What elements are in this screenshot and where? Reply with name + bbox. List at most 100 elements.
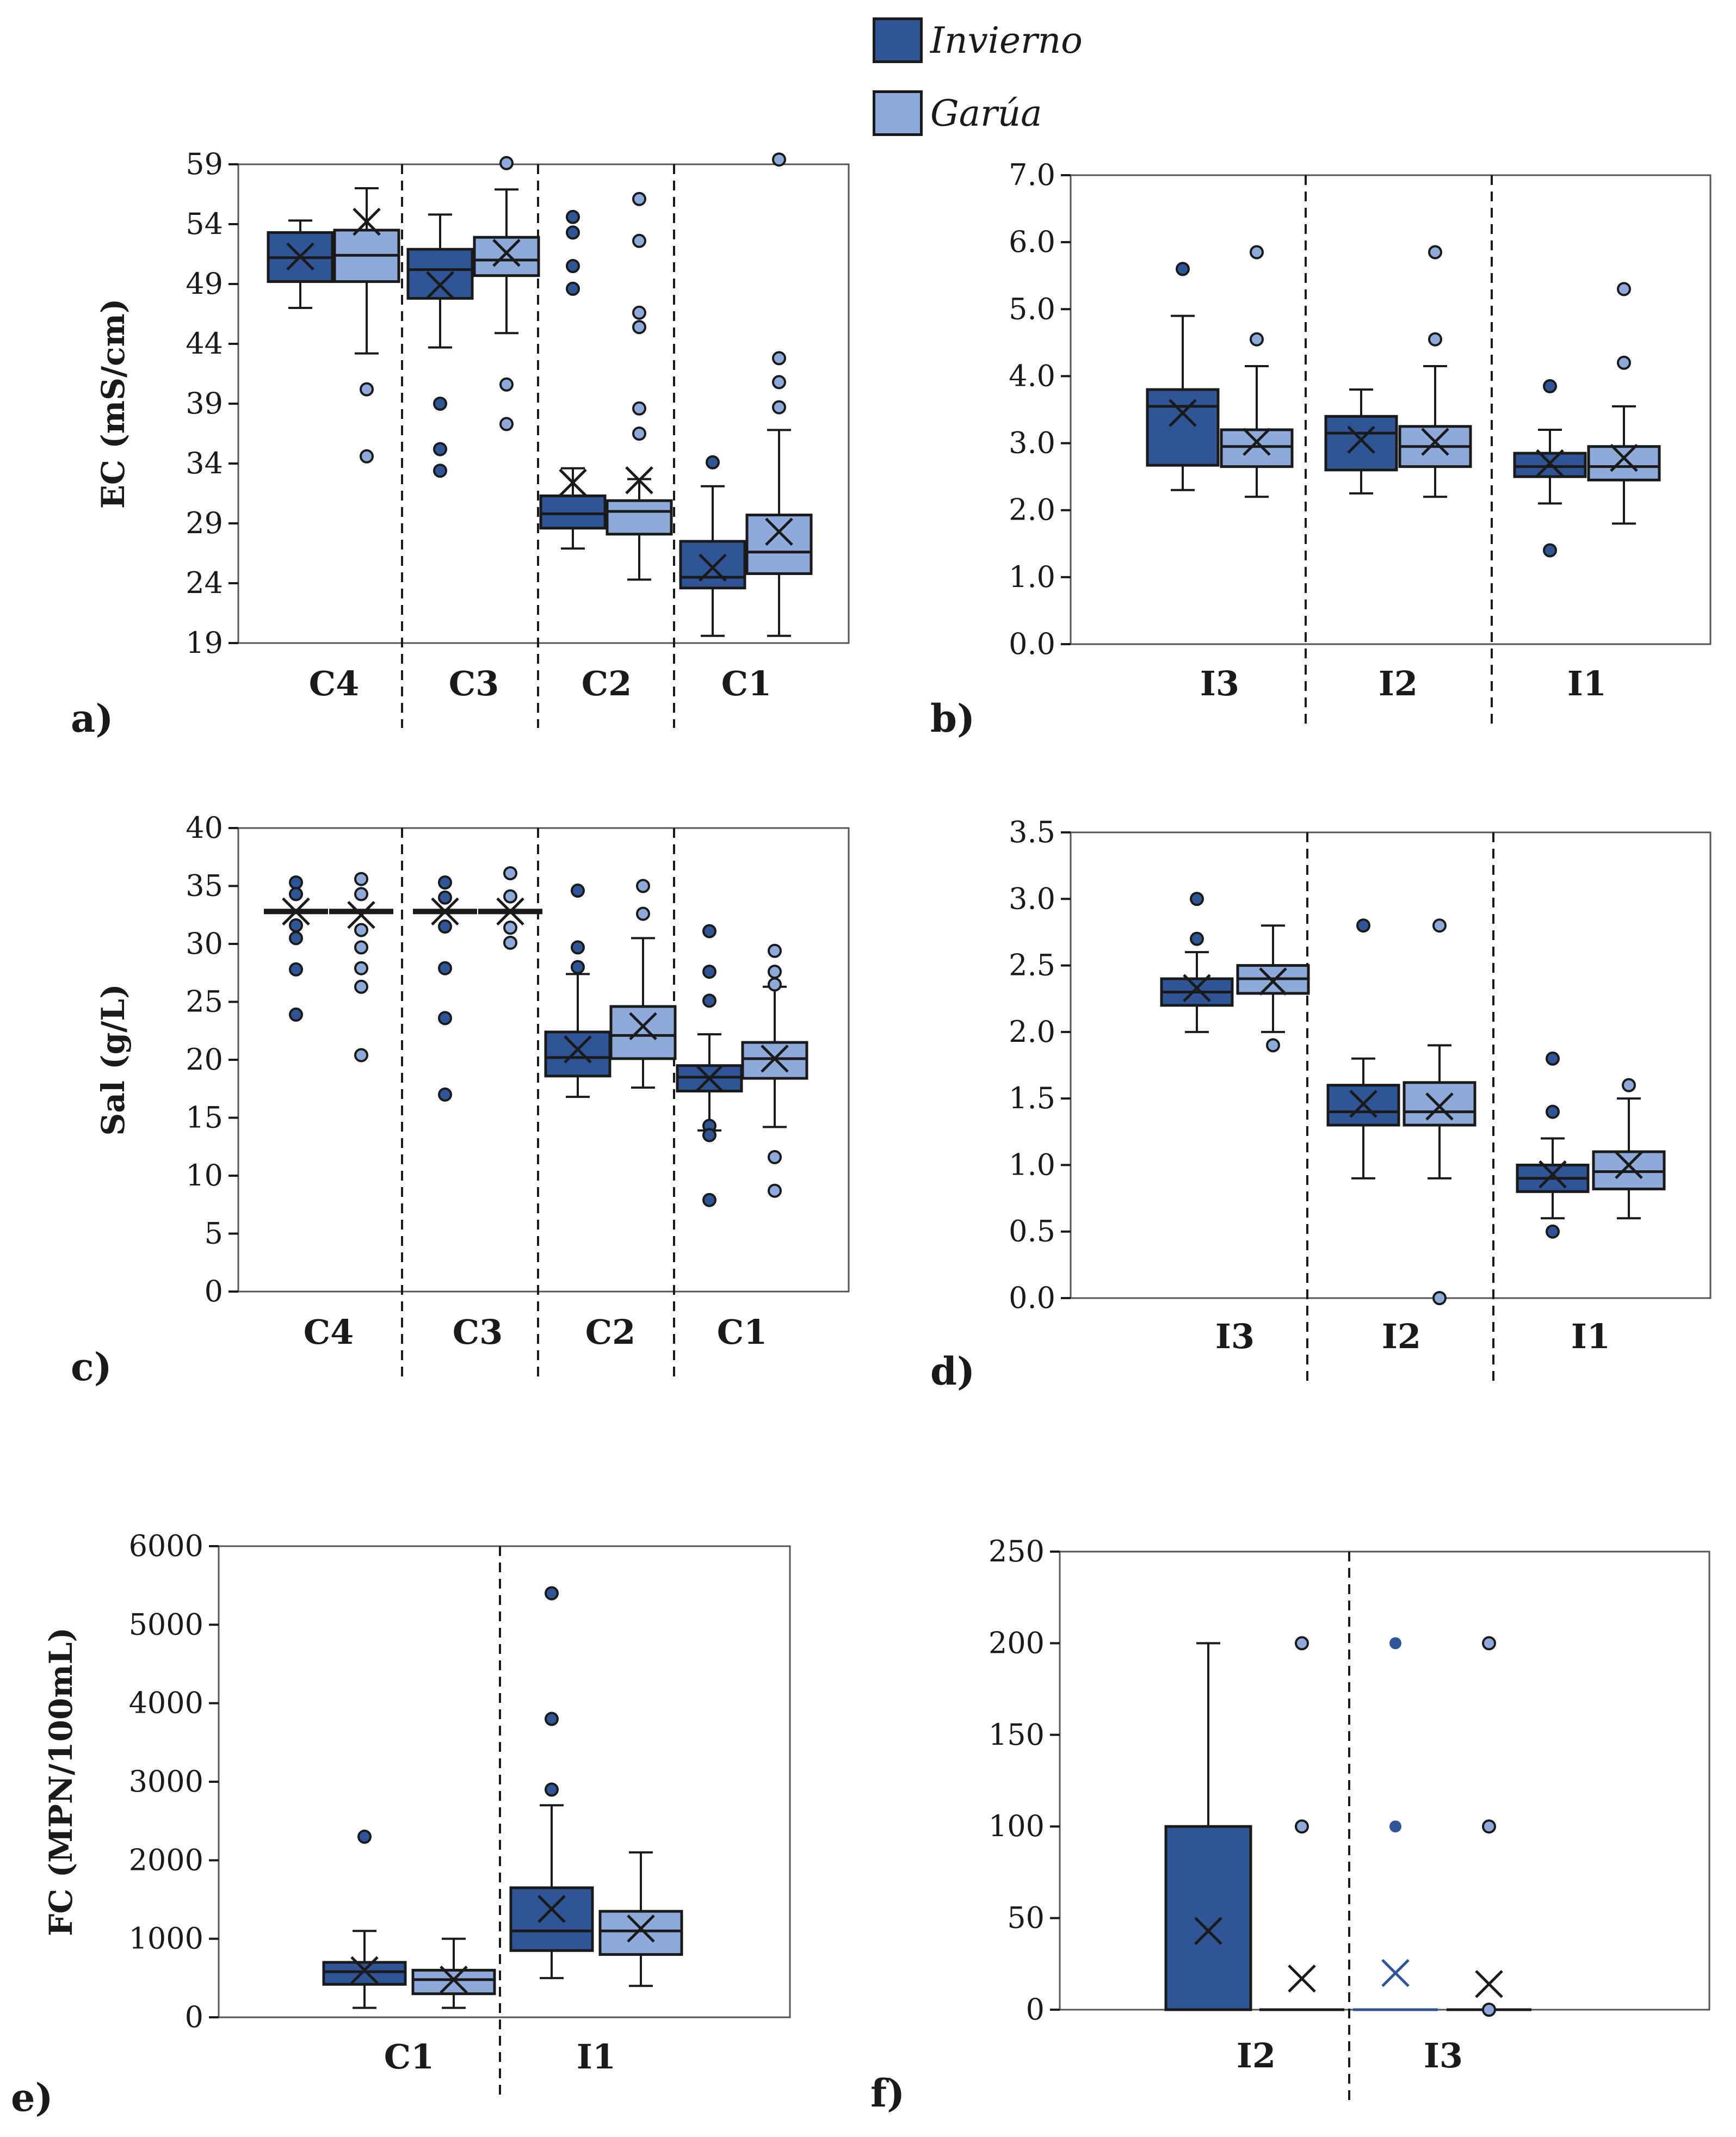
outlier-point xyxy=(1543,543,1557,558)
box-I3-Invierno xyxy=(1353,1637,1438,2011)
outlier-point xyxy=(702,1128,716,1142)
box-C1-Invierno xyxy=(679,455,746,637)
category-label: C4 xyxy=(304,1312,354,1352)
outlier-point xyxy=(1546,1104,1560,1119)
box-I2-Invierno xyxy=(1326,918,1400,1179)
outlier-point xyxy=(1482,1636,1496,1651)
mean-marker xyxy=(286,242,314,271)
y-tick-label: 59 xyxy=(186,147,223,181)
mean-marker xyxy=(1610,443,1638,472)
box-iqr xyxy=(322,1961,407,1986)
panel-label: e) xyxy=(11,2075,53,2120)
legend-swatch-invierno xyxy=(873,17,923,63)
outlier-point xyxy=(503,921,517,935)
outlier-point xyxy=(702,924,716,938)
box-C4-Invierno xyxy=(267,219,334,309)
outlier-point xyxy=(1250,332,1264,347)
plot-frame xyxy=(1059,1551,1710,2011)
y-tick-label: 19 xyxy=(186,626,223,660)
y-tick-label: 3.0 xyxy=(1009,426,1055,460)
mean-marker xyxy=(1169,399,1197,427)
outlier-point xyxy=(1190,892,1204,906)
y-tick-label: 1.5 xyxy=(1009,1081,1055,1115)
plot-frame xyxy=(218,1545,791,2018)
box-I3-Invierno xyxy=(1160,892,1234,1033)
y-tick-label: 25 xyxy=(186,985,223,1019)
outlier-point xyxy=(1546,1224,1560,1239)
box-C1-Garúa xyxy=(411,1937,496,2009)
y-tick-label: 39 xyxy=(186,386,223,421)
y-tick-label: 5000 xyxy=(129,1607,203,1641)
outlier-point xyxy=(772,152,786,167)
box-iqr xyxy=(745,514,813,575)
panel-label: a) xyxy=(71,696,113,741)
box-I2-Garúa xyxy=(1403,918,1476,1305)
outlier-point xyxy=(354,961,368,975)
y-axis-title: EC (mS/cm) xyxy=(95,299,132,509)
outlier-point xyxy=(1176,262,1190,276)
box-iqr xyxy=(509,1886,594,1952)
outlier-point xyxy=(571,884,585,898)
box-C2-Garúa xyxy=(606,192,673,581)
outlier-point xyxy=(1295,1819,1309,1834)
y-tick-label: 1000 xyxy=(129,1922,203,1956)
category-label: C2 xyxy=(582,664,632,703)
category-label: C1 xyxy=(721,664,772,703)
y-tick-label: 7.0 xyxy=(1009,158,1055,192)
mean-marker xyxy=(1536,449,1564,478)
chart-panel-3: 40 35 30 25 20 15 10 5 0 Sal (g/L) c) C4 C3 C2 C1 xyxy=(71,811,850,1389)
mean-marker xyxy=(431,897,459,926)
outlier-point xyxy=(1432,1291,1447,1305)
y-tick-label: 6000 xyxy=(129,1529,203,1563)
outlier-point xyxy=(566,259,580,273)
box-C3-Invierno xyxy=(406,213,474,478)
panel-label: d) xyxy=(930,1349,975,1394)
y-tick-label: 35 xyxy=(186,869,223,903)
mean-marker xyxy=(1243,428,1271,456)
box-iqr xyxy=(1146,388,1220,467)
box-iqr xyxy=(1403,1081,1476,1127)
mean-marker xyxy=(1615,1151,1643,1179)
outlier-point xyxy=(503,866,517,881)
outlier-point xyxy=(289,931,303,946)
mean-marker xyxy=(347,900,375,929)
outlier-point xyxy=(1482,1819,1496,1834)
outlier-point xyxy=(1266,1038,1280,1053)
legend-label-garua: Garúa xyxy=(930,92,1042,134)
mean-marker xyxy=(538,1895,566,1923)
mean-marker xyxy=(440,1965,468,1994)
y-tick-label: 3.5 xyxy=(1009,815,1055,849)
box-I2-Invierno xyxy=(1324,388,1398,495)
outlier-point xyxy=(503,935,517,950)
mean-marker xyxy=(282,897,310,926)
y-tick-label: 2.5 xyxy=(1009,948,1055,983)
y-tick-label: 2000 xyxy=(129,1843,203,1877)
mean-marker xyxy=(699,553,727,582)
mean-marker xyxy=(426,271,454,299)
y-tick-label: 2.0 xyxy=(1009,1015,1055,1049)
legend-invierno: Invierno xyxy=(873,14,1083,66)
y-tick-label: 44 xyxy=(186,326,223,361)
mean-marker xyxy=(1475,1970,1503,1998)
chart-panel-5: 6000 5000 4000 3000 2000 1000 0 FC (MPN/100mL) e… xyxy=(11,1529,791,2120)
box-C2-Invierno xyxy=(544,884,611,1098)
category-label: I1 xyxy=(1571,1317,1610,1356)
box-C1-Invierno xyxy=(676,924,743,1207)
box-iqr xyxy=(473,236,540,277)
y-tick-label: 250 xyxy=(989,1534,1045,1568)
outlier-point xyxy=(354,923,368,937)
outlier-point xyxy=(433,442,447,456)
mean-marker xyxy=(1539,1160,1567,1189)
box-iqr xyxy=(1164,1825,1252,2011)
mean-marker xyxy=(559,468,587,497)
box-C4-Garúa xyxy=(329,872,393,1063)
outlier-point xyxy=(357,1830,372,1844)
y-tick-label: 150 xyxy=(989,1718,1045,1752)
outlier-point xyxy=(1356,918,1370,933)
y-tick-label: 4.0 xyxy=(1009,359,1055,393)
box-C3-Invierno xyxy=(413,875,477,1102)
y-tick-label: 0 xyxy=(185,2000,203,2034)
y-tick-label: 50 xyxy=(1007,1901,1045,1935)
panel-label: b) xyxy=(930,696,975,741)
outlier-point xyxy=(433,397,447,411)
